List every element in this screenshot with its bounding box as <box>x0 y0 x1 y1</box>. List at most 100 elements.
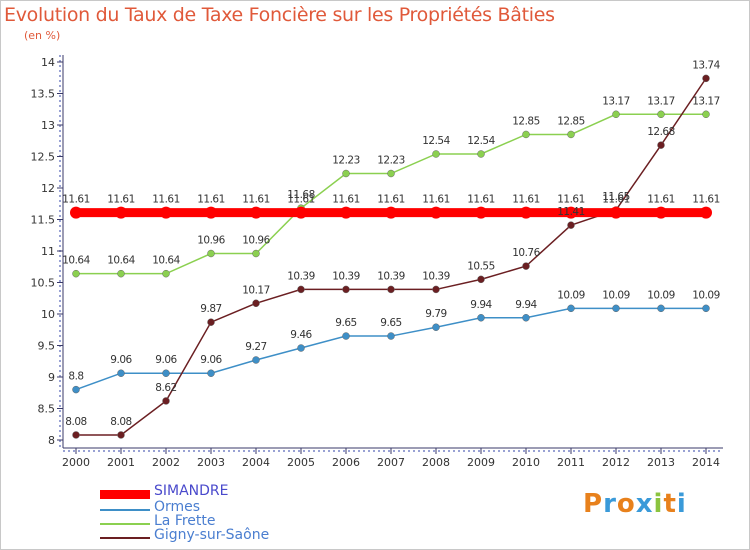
legend-label: Ormes <box>154 499 201 515</box>
data-point <box>657 304 665 313</box>
data-label: 12.54 <box>422 135 450 147</box>
data-point <box>72 269 80 278</box>
data-label: 10.76 <box>512 247 540 259</box>
data-point <box>297 344 305 352</box>
data-point <box>477 314 485 322</box>
data-label: 12.85 <box>557 115 585 127</box>
logo-letter: o <box>616 489 636 519</box>
data-label: 8.08 <box>110 416 131 428</box>
data-label: 13.74 <box>692 59 720 71</box>
data-label: 11.61 <box>647 194 675 206</box>
data-label: 10.39 <box>332 270 360 282</box>
y-tick-label: 8.5 <box>38 403 56 416</box>
x-tick-label: 2008 <box>422 456 450 469</box>
data-point <box>702 110 710 119</box>
x-tick-label: 2004 <box>242 456 270 469</box>
data-label: 11.61 <box>467 194 495 206</box>
data-label: 10.09 <box>647 289 675 301</box>
data-point <box>342 169 350 178</box>
data-label: 9.06 <box>200 354 222 366</box>
y-tick-label: 11 <box>41 245 55 258</box>
data-label: 9.06 <box>110 354 132 366</box>
data-label: 11.61 <box>242 194 270 206</box>
data-label: 9.94 <box>515 299 537 311</box>
logo-letter: i <box>653 489 664 519</box>
data-point <box>565 206 577 219</box>
data-point <box>70 206 82 219</box>
y-tick-label: 11.5 <box>31 214 56 227</box>
data-point <box>432 323 440 331</box>
logo-letter: P <box>583 489 604 519</box>
data-point <box>700 206 712 219</box>
data-point <box>432 285 440 294</box>
data-label: 10.09 <box>557 289 585 301</box>
data-label: 11.61 <box>152 194 180 206</box>
data-point <box>385 206 397 219</box>
data-label: 10.64 <box>107 255 135 267</box>
x-tick-label: 2000 <box>62 456 90 469</box>
data-point <box>340 206 352 219</box>
data-label: 11.61 <box>602 194 630 206</box>
data-point <box>252 299 260 308</box>
proxiti-logo: Proxiti <box>583 489 687 519</box>
y-tick-label: 9.5 <box>38 340 56 353</box>
data-point <box>117 269 125 278</box>
data-label: 10.17 <box>242 284 270 296</box>
data-point <box>522 314 530 322</box>
data-point <box>612 110 620 119</box>
legend-swatch <box>100 523 150 525</box>
data-point <box>612 304 620 313</box>
x-tick-label: 2002 <box>152 456 180 469</box>
legend-label: La Frette <box>154 513 216 529</box>
data-label: 11.61 <box>62 194 90 206</box>
data-point <box>477 150 485 158</box>
data-point <box>477 275 485 284</box>
data-point <box>567 221 575 229</box>
data-label: 12.54 <box>467 135 495 147</box>
data-label: 12.85 <box>512 115 540 127</box>
data-point <box>387 285 395 294</box>
y-tick-label: 13.5 <box>31 88 56 101</box>
y-tick-label: 10.5 <box>31 277 56 290</box>
data-label: 11.65 <box>602 191 630 203</box>
legend-label: SIMANDRE <box>154 483 229 499</box>
data-point <box>567 304 575 313</box>
data-label: 10.39 <box>377 270 405 282</box>
data-label: 11.61 <box>287 194 315 206</box>
x-tick-label: 2001 <box>107 456 135 469</box>
data-label: 9.94 <box>470 299 492 311</box>
data-label: 9.65 <box>380 317 401 329</box>
data-point <box>522 262 530 270</box>
data-point <box>702 74 710 83</box>
data-label: 11.68 <box>287 189 315 201</box>
data-point <box>162 369 170 377</box>
data-point <box>117 369 125 377</box>
data-point <box>657 110 665 119</box>
logo-letter: t <box>663 489 677 519</box>
x-tick-label: 2009 <box>467 456 495 469</box>
logo-letter: i <box>676 489 687 519</box>
data-point <box>162 269 170 278</box>
data-label: 12.23 <box>332 155 360 167</box>
data-point <box>387 332 395 340</box>
data-point <box>252 249 260 258</box>
data-point <box>475 206 487 219</box>
data-point <box>160 206 172 219</box>
data-label: 11.61 <box>107 194 135 206</box>
data-label: 9.27 <box>245 341 266 353</box>
data-point <box>610 206 622 219</box>
x-tick-label: 2012 <box>602 456 630 469</box>
data-point <box>430 206 442 219</box>
data-label: 12.23 <box>377 155 405 167</box>
chart-title: Evolution du Taux de Taxe Foncière sur l… <box>4 4 555 26</box>
data-label: 8.08 <box>65 416 86 428</box>
data-point <box>162 397 170 405</box>
data-label: 9.79 <box>425 308 446 320</box>
y-tick-label: 9 <box>48 371 55 384</box>
data-label: 9.87 <box>200 303 221 315</box>
legend-swatch <box>100 537 150 539</box>
data-point <box>252 356 260 364</box>
x-tick-label: 2014 <box>692 456 720 469</box>
